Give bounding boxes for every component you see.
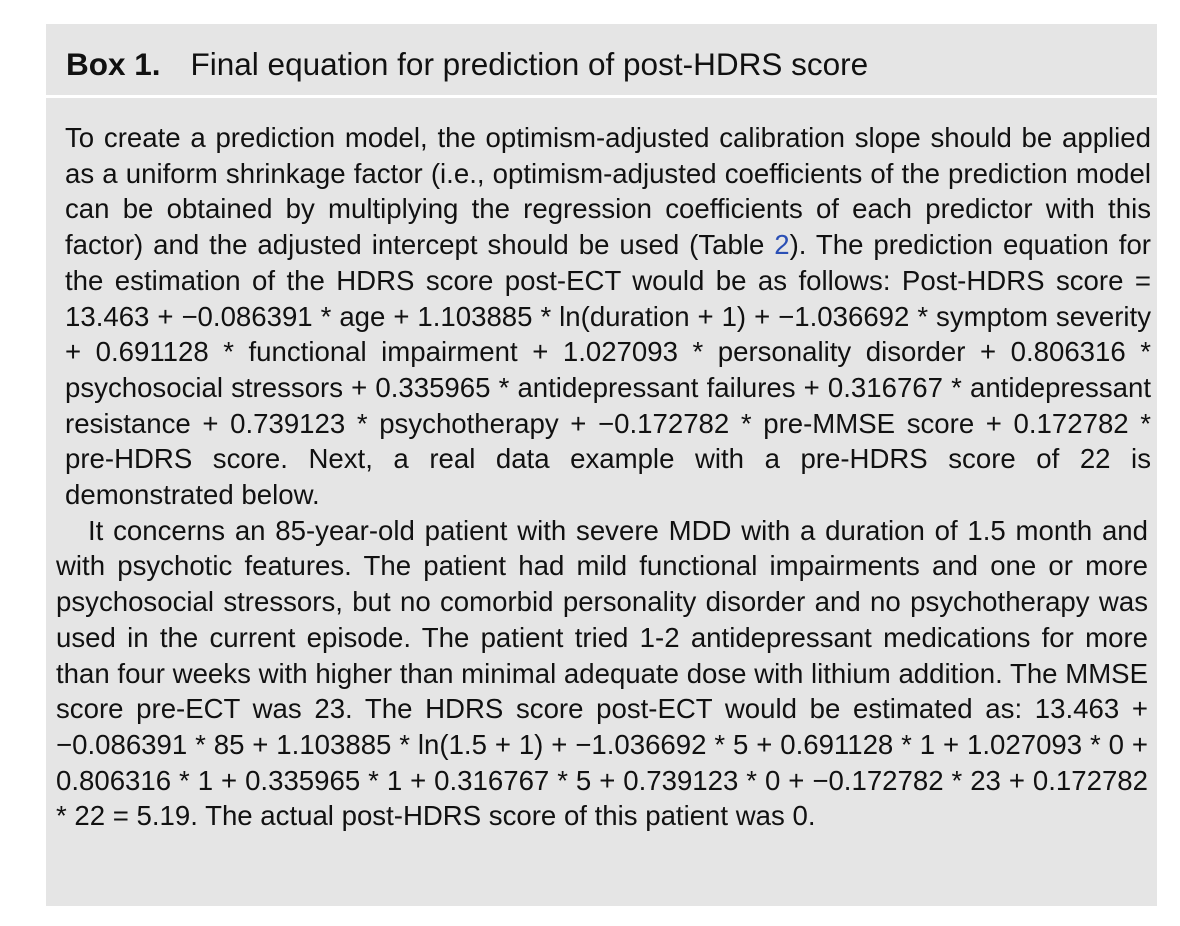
box-title: Final equation for prediction of post-HD… [190, 46, 869, 82]
paragraph-text: To create a prediction model, the optimi… [65, 122, 1151, 261]
box-header: Box 1. Final equation for prediction of p… [46, 24, 1157, 94]
text-box: Box 1. Final equation for prediction of p… [46, 24, 1157, 906]
paragraph-text: ). The prediction equation for the estim… [65, 229, 1151, 511]
paragraph-equation: To create a prediction model, the optimi… [65, 120, 1151, 513]
box-label: Box 1. [66, 46, 161, 82]
box-content: To create a prediction model, the optimi… [46, 120, 1157, 906]
table-reference-link[interactable]: 2 [774, 229, 790, 261]
paragraph-example: It concerns an 85-year-old patient with … [56, 514, 1148, 832]
header-divider [46, 95, 1157, 98]
